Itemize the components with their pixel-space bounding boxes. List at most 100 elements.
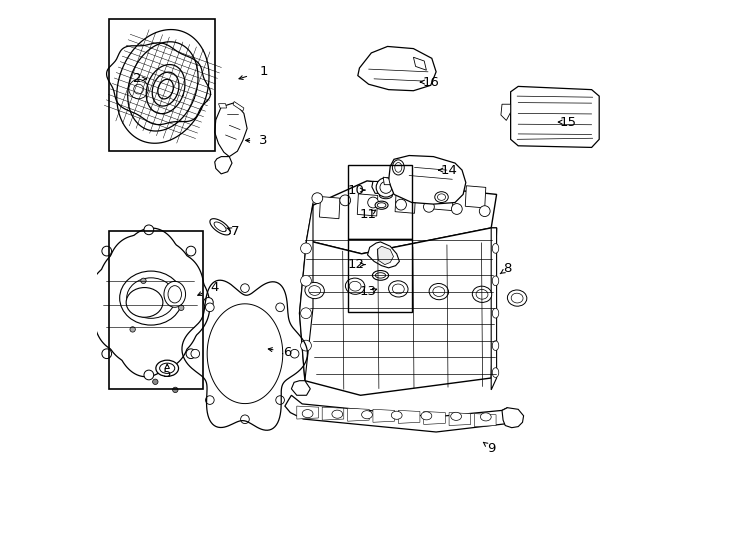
Polygon shape xyxy=(491,228,497,390)
Circle shape xyxy=(102,246,112,256)
Polygon shape xyxy=(307,181,497,254)
Polygon shape xyxy=(297,406,319,419)
Ellipse shape xyxy=(393,160,404,175)
Text: 8: 8 xyxy=(504,262,512,275)
Polygon shape xyxy=(424,411,446,424)
Ellipse shape xyxy=(493,276,499,286)
Ellipse shape xyxy=(493,308,499,318)
Polygon shape xyxy=(501,104,511,120)
Text: 11: 11 xyxy=(360,208,377,221)
Circle shape xyxy=(134,84,143,94)
Bar xyxy=(109,231,203,389)
Text: 6: 6 xyxy=(283,346,291,359)
Circle shape xyxy=(479,206,490,217)
Circle shape xyxy=(186,246,196,256)
Ellipse shape xyxy=(164,281,186,307)
Circle shape xyxy=(144,370,153,380)
Ellipse shape xyxy=(375,273,385,278)
Circle shape xyxy=(129,79,148,99)
Ellipse shape xyxy=(168,286,181,303)
Ellipse shape xyxy=(507,290,527,306)
Ellipse shape xyxy=(493,368,499,377)
Circle shape xyxy=(144,225,153,235)
Polygon shape xyxy=(88,228,210,377)
Ellipse shape xyxy=(120,271,182,325)
Polygon shape xyxy=(388,156,466,204)
Bar xyxy=(348,239,413,312)
Ellipse shape xyxy=(156,360,178,376)
Ellipse shape xyxy=(126,287,163,317)
Ellipse shape xyxy=(127,278,175,318)
Circle shape xyxy=(312,193,323,204)
Ellipse shape xyxy=(332,410,343,418)
Polygon shape xyxy=(291,381,310,395)
Circle shape xyxy=(191,349,200,358)
Polygon shape xyxy=(433,188,454,211)
Ellipse shape xyxy=(375,201,388,209)
Polygon shape xyxy=(511,86,599,147)
Text: 15: 15 xyxy=(559,116,576,129)
Circle shape xyxy=(301,275,311,286)
Circle shape xyxy=(377,178,396,197)
Circle shape xyxy=(141,278,146,284)
Polygon shape xyxy=(219,104,227,108)
Circle shape xyxy=(276,396,284,404)
Circle shape xyxy=(241,284,250,293)
Polygon shape xyxy=(215,103,247,157)
Polygon shape xyxy=(299,228,497,395)
Ellipse shape xyxy=(349,281,361,291)
Polygon shape xyxy=(395,191,415,213)
Ellipse shape xyxy=(421,411,432,420)
Ellipse shape xyxy=(379,192,393,199)
Text: 12: 12 xyxy=(348,258,365,271)
Text: 1: 1 xyxy=(259,65,268,78)
Ellipse shape xyxy=(435,192,448,202)
Circle shape xyxy=(396,199,407,210)
Ellipse shape xyxy=(493,244,499,253)
Circle shape xyxy=(291,349,299,358)
Text: 2: 2 xyxy=(133,72,141,85)
Ellipse shape xyxy=(346,278,365,294)
Circle shape xyxy=(206,303,214,312)
Text: 4: 4 xyxy=(211,281,219,294)
Circle shape xyxy=(301,243,311,254)
Polygon shape xyxy=(502,408,523,428)
Circle shape xyxy=(301,308,311,319)
Text: 7: 7 xyxy=(230,225,239,238)
Polygon shape xyxy=(285,395,510,432)
Polygon shape xyxy=(319,197,340,219)
Polygon shape xyxy=(215,157,232,174)
Ellipse shape xyxy=(391,411,402,420)
Ellipse shape xyxy=(395,163,401,172)
Text: 9: 9 xyxy=(487,442,495,455)
Polygon shape xyxy=(399,410,420,423)
Polygon shape xyxy=(357,194,378,216)
Text: 14: 14 xyxy=(440,164,457,177)
Polygon shape xyxy=(299,202,313,381)
Polygon shape xyxy=(368,242,399,268)
Ellipse shape xyxy=(476,289,488,299)
Ellipse shape xyxy=(159,363,175,374)
Bar xyxy=(109,19,215,151)
Ellipse shape xyxy=(511,293,523,303)
Text: 16: 16 xyxy=(422,76,439,89)
Circle shape xyxy=(102,349,112,359)
Ellipse shape xyxy=(309,286,321,295)
Ellipse shape xyxy=(437,194,446,200)
Circle shape xyxy=(178,305,184,310)
Polygon shape xyxy=(233,102,244,111)
Ellipse shape xyxy=(433,287,445,296)
Polygon shape xyxy=(465,186,486,208)
Polygon shape xyxy=(377,246,393,265)
Circle shape xyxy=(380,181,392,193)
Circle shape xyxy=(340,195,351,206)
Text: 10: 10 xyxy=(348,184,365,197)
Polygon shape xyxy=(373,409,395,422)
Text: 3: 3 xyxy=(259,134,268,147)
Circle shape xyxy=(153,379,158,384)
Circle shape xyxy=(130,327,135,332)
Polygon shape xyxy=(357,46,436,91)
Ellipse shape xyxy=(377,202,386,207)
Circle shape xyxy=(241,415,250,423)
Ellipse shape xyxy=(362,410,372,419)
